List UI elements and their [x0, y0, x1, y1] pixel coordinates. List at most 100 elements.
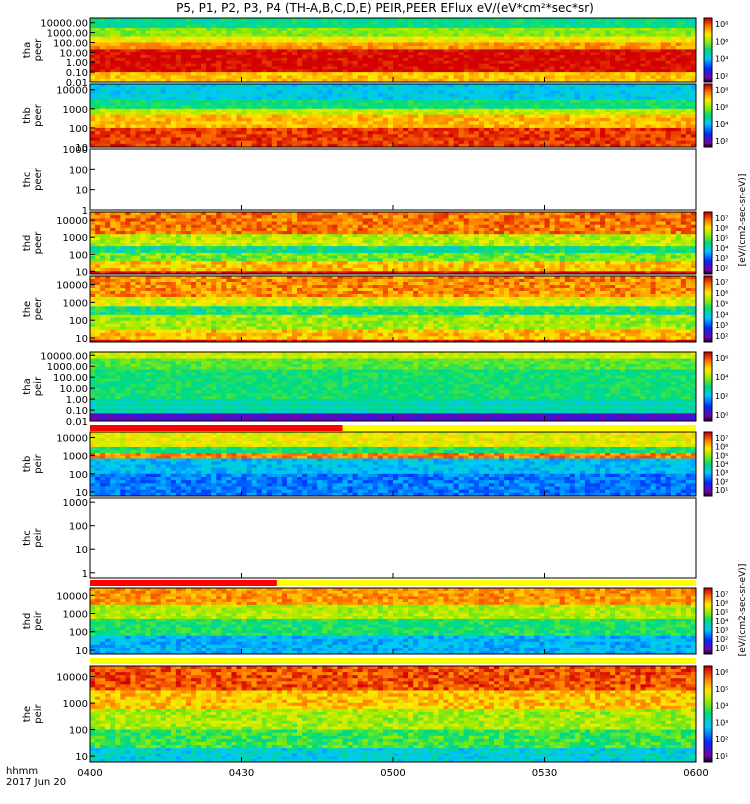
spectro-cell — [620, 49, 625, 52]
spectro-cell — [181, 100, 186, 103]
spectro-cell — [469, 112, 474, 115]
spectro-cell — [100, 42, 105, 46]
spectro-cell — [211, 31, 216, 34]
spectro-cell — [646, 55, 651, 58]
spectro-cell — [267, 72, 272, 76]
spectro-cell — [317, 69, 322, 72]
spectro-cell — [570, 118, 575, 122]
spectro-cell — [191, 66, 196, 69]
spectro-cell — [555, 115, 560, 119]
spectro-cell — [186, 66, 191, 69]
spectro-cell — [444, 34, 449, 37]
spectro-cell — [413, 118, 418, 122]
spectro-cell — [236, 18, 241, 22]
spectro-cell — [383, 109, 388, 112]
spectro-cell — [252, 141, 257, 145]
spectro-cell — [539, 134, 544, 138]
spectro-cell — [545, 58, 550, 61]
spectro-cell — [474, 118, 479, 122]
spectro-cell — [635, 49, 640, 52]
spectro-cell — [252, 69, 257, 72]
spectro-cell — [550, 66, 555, 69]
spectro-cell — [322, 103, 327, 106]
spectro-cell — [135, 52, 140, 55]
spectro-cell — [267, 55, 272, 58]
spectro-cell — [206, 128, 211, 132]
spectro-cell — [656, 37, 661, 40]
spectro-cell — [469, 134, 474, 138]
spectro-cell — [110, 58, 115, 61]
spectro-cell — [146, 66, 151, 69]
spectro-cell — [519, 137, 524, 141]
spectro-cell — [449, 46, 454, 50]
spectro-cell — [656, 21, 661, 25]
spectro-cell — [398, 52, 403, 55]
spectro-cell — [605, 58, 610, 61]
spectro-cell — [625, 93, 630, 97]
spectro-cell — [186, 137, 191, 141]
spectro-cell — [358, 21, 363, 25]
spectro-cell — [661, 25, 666, 29]
spectro-cell — [135, 31, 140, 34]
spectro-cell — [620, 40, 625, 43]
spectro-cell — [297, 97, 302, 101]
spectro-cell — [666, 128, 671, 132]
spectro-cell — [444, 25, 449, 29]
spectro-cell — [292, 31, 297, 34]
spectro-cell — [630, 58, 635, 61]
spectro-cell — [383, 93, 388, 97]
spectro-cell — [651, 141, 656, 145]
spectro-cell — [135, 109, 140, 112]
spectro-cell — [277, 141, 282, 145]
spectro-cell — [292, 69, 297, 72]
spectro-cell — [363, 21, 368, 25]
spectro-cell — [201, 115, 206, 119]
spectro-cell — [221, 118, 226, 122]
spectro-cell — [408, 93, 413, 97]
spectro-cell — [176, 18, 181, 22]
spectro-cell — [504, 112, 509, 115]
spectro-cell — [438, 69, 443, 72]
spectro-cell — [146, 21, 151, 25]
spectro-cell — [135, 37, 140, 40]
spectro-cell — [312, 103, 317, 106]
spectro-cell — [671, 141, 676, 145]
spectro-cell — [277, 106, 282, 109]
spectro-cell — [454, 137, 459, 141]
spectro-cell — [509, 58, 514, 61]
spectro-cell — [247, 69, 252, 72]
spectro-cell — [231, 106, 236, 109]
spectro-cell — [686, 58, 691, 61]
spectro-cell — [378, 93, 383, 97]
spectro-cell — [428, 103, 433, 106]
spectro-cell — [146, 125, 151, 129]
spectro-cell — [671, 61, 676, 64]
spectro-cell — [343, 31, 348, 34]
spectro-cell — [146, 34, 151, 37]
spectro-cell — [590, 64, 595, 67]
spectro-cell — [348, 109, 353, 112]
spectro-cell — [555, 109, 560, 112]
spectro-cell — [524, 137, 529, 141]
spectro-cell — [630, 97, 635, 101]
spectro-cell — [292, 109, 297, 112]
spectro-cell — [479, 61, 484, 64]
spectro-cell — [610, 66, 615, 69]
spectro-cell — [90, 121, 95, 125]
spectro-cell — [534, 25, 539, 29]
spectro-cell — [565, 42, 570, 46]
spectro-cell — [555, 112, 560, 115]
spectro-cell — [358, 93, 363, 97]
spectro-cell — [191, 112, 196, 115]
spectro-cell — [499, 103, 504, 106]
spectro-cell — [191, 84, 196, 88]
spectro-cell — [252, 49, 257, 52]
spectro-cell — [196, 103, 201, 106]
spectro-cell — [474, 128, 479, 132]
spectro-cell — [499, 84, 504, 88]
spectro-cell — [661, 112, 666, 115]
spectro-cell — [590, 128, 595, 132]
spectro-cell — [267, 93, 272, 97]
spectro-cell — [640, 55, 645, 58]
spectro-cell — [438, 90, 443, 94]
